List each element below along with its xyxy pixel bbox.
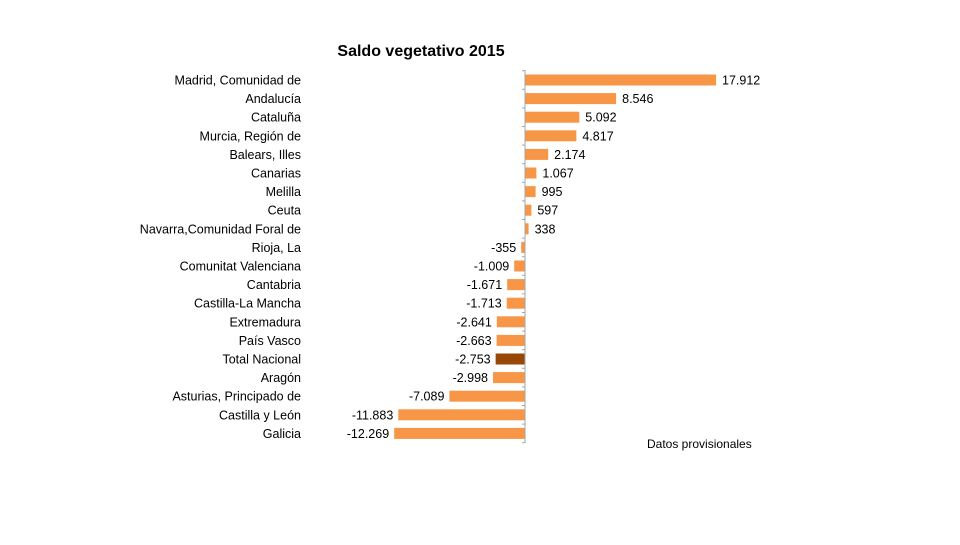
value-label-asturias-principado-de: -7.089 xyxy=(409,390,444,404)
bar-galicia xyxy=(394,427,525,439)
chart-title: Saldo vegetativo 2015 xyxy=(337,43,504,60)
category-label-castilla-y-leon: Castilla y León xyxy=(219,408,301,422)
bar-castilla-y-leon xyxy=(398,409,525,421)
chart-note: Datos provisionales xyxy=(647,437,752,451)
bar-ceuta xyxy=(525,204,532,216)
category-label-extremadura: Extremadura xyxy=(229,315,301,329)
value-label-ceuta: 597 xyxy=(537,204,558,218)
category-label-asturias-principado-de: Asturias, Principado de xyxy=(172,390,301,404)
value-label-murcia-region-de: 4.817 xyxy=(582,129,613,143)
value-label-castilla-la-mancha: -1.713 xyxy=(466,297,501,311)
value-label-rioja-la: -355 xyxy=(491,241,516,255)
bar-pais-vasco xyxy=(496,334,525,346)
category-label-galicia: Galicia xyxy=(263,427,301,441)
value-label-extremadura: -2.641 xyxy=(456,315,491,329)
bar-melilla xyxy=(525,186,536,198)
value-label-navarra-comunidad-foral-de: 338 xyxy=(535,222,556,236)
category-label-murcia-region-de: Murcia, Región de xyxy=(200,129,301,143)
bar-comunitat-valenciana xyxy=(514,260,525,272)
category-label-ceuta: Ceuta xyxy=(268,204,301,218)
category-label-balears-illes: Balears, Illes xyxy=(229,148,301,162)
value-label-pais-vasco: -2.663 xyxy=(456,334,491,348)
bar-asturias-principado-de xyxy=(449,390,525,402)
value-label-andalucia: 8.546 xyxy=(622,92,653,106)
category-label-total-nacional: Total Nacional xyxy=(222,353,301,367)
bar-canarias xyxy=(525,167,537,179)
bar-navarra-comunidad-foral-de xyxy=(525,223,529,235)
category-label-rioja-la: Rioja, La xyxy=(252,241,301,255)
category-label-andalucia: Andalucía xyxy=(245,92,301,106)
category-label-castilla-la-mancha: Castilla-La Mancha xyxy=(194,297,301,311)
bar-balears-illes xyxy=(525,148,549,160)
value-label-total-nacional: -2.753 xyxy=(455,353,490,367)
bar-total-nacional xyxy=(495,353,525,365)
value-label-aragon: -2.998 xyxy=(453,371,488,385)
category-label-madrid-comunidad-de: Madrid, Comunidad de xyxy=(175,74,302,88)
bar-andalucia xyxy=(525,93,617,105)
category-label-comunitat-valenciana: Comunitat Valenciana xyxy=(180,260,301,274)
bar-cantabria xyxy=(507,279,525,291)
category-label-cataluna: Cataluña xyxy=(251,111,301,125)
value-label-cataluna: 5.092 xyxy=(585,111,616,125)
category-label-pais-vasco: País Vasco xyxy=(239,334,301,348)
bar-aragon xyxy=(493,372,525,384)
value-label-canarias: 1.067 xyxy=(542,167,573,181)
bar-murcia-region-de xyxy=(525,130,577,142)
value-label-madrid-comunidad-de: 17.912 xyxy=(722,74,760,88)
bar-castilla-la-mancha xyxy=(506,297,525,309)
bars-group xyxy=(394,74,716,439)
bar-extremadura xyxy=(496,316,525,328)
bar-rioja-la xyxy=(521,241,525,253)
value-label-cantabria: -1.671 xyxy=(467,278,502,292)
category-labels-group: Madrid, Comunidad de Andalucía Cataluña Mur… xyxy=(140,74,301,441)
category-label-navarra-comunidad-foral-de: Navarra,Comunidad Foral de xyxy=(140,222,301,236)
value-label-comunitat-valenciana: -1.009 xyxy=(474,260,509,274)
category-label-melilla: Melilla xyxy=(266,185,301,199)
value-label-balears-illes: 2.174 xyxy=(554,148,585,162)
bar-cataluna xyxy=(525,111,580,123)
bar-madrid-comunidad-de xyxy=(525,74,716,86)
category-label-canarias: Canarias xyxy=(251,167,301,181)
value-label-melilla: 995 xyxy=(542,185,563,199)
value-label-galicia: -12.269 xyxy=(347,427,389,441)
axis-group xyxy=(522,70,526,444)
category-label-cantabria: Cantabria xyxy=(247,278,301,292)
value-labels-group: 17.912 8.546 5.092 4.817 2.174 1.067 995 597 338… xyxy=(347,74,761,441)
value-label-castilla-y-leon: -11.883 xyxy=(352,408,394,422)
category-label-aragon: Aragón xyxy=(261,371,301,385)
